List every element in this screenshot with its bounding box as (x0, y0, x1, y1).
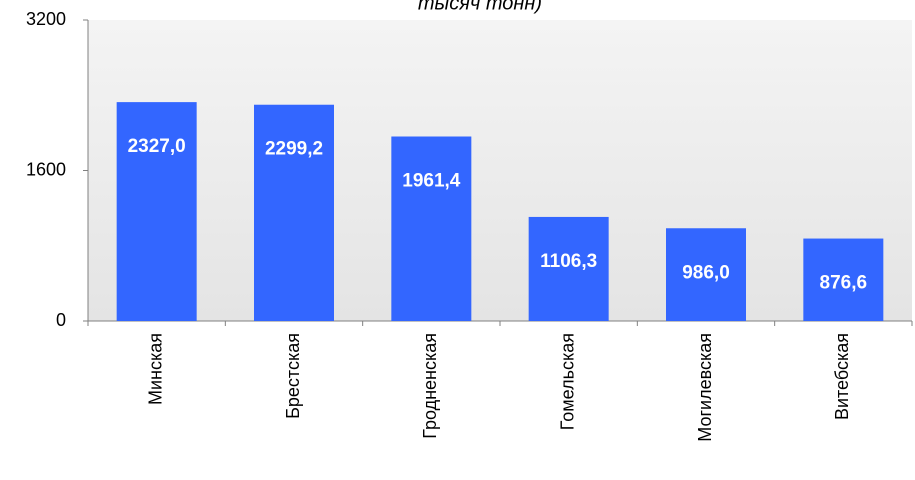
y-tick-label: 3200 (26, 9, 66, 29)
x-tick-label: Могилевская (695, 333, 715, 442)
bar (528, 216, 609, 321)
x-tick-label: Брестская (283, 333, 303, 419)
value-label: 1961,4 (402, 171, 461, 192)
bar (391, 136, 472, 321)
bar (254, 104, 334, 321)
x-tick-label: Гродненская (420, 333, 440, 439)
bar (116, 102, 197, 321)
value-label: 876,6 (820, 273, 868, 294)
x-tick-label: Минская (145, 333, 165, 405)
y-tick-label: 1600 (26, 159, 66, 179)
plot-area (88, 20, 912, 321)
y-tick-label: 0 (56, 310, 66, 330)
chart-title: тысяч тонн) (418, 0, 542, 14)
value-label: 2299,2 (265, 139, 323, 160)
x-tick-label: Витебская (832, 333, 852, 420)
value-label: 986,0 (682, 262, 730, 283)
value-label: 1106,3 (540, 251, 597, 272)
bar (666, 228, 746, 321)
bar (803, 238, 884, 321)
x-tick-label: Гомельская (557, 333, 577, 430)
value-label: 2327,0 (128, 136, 186, 157)
